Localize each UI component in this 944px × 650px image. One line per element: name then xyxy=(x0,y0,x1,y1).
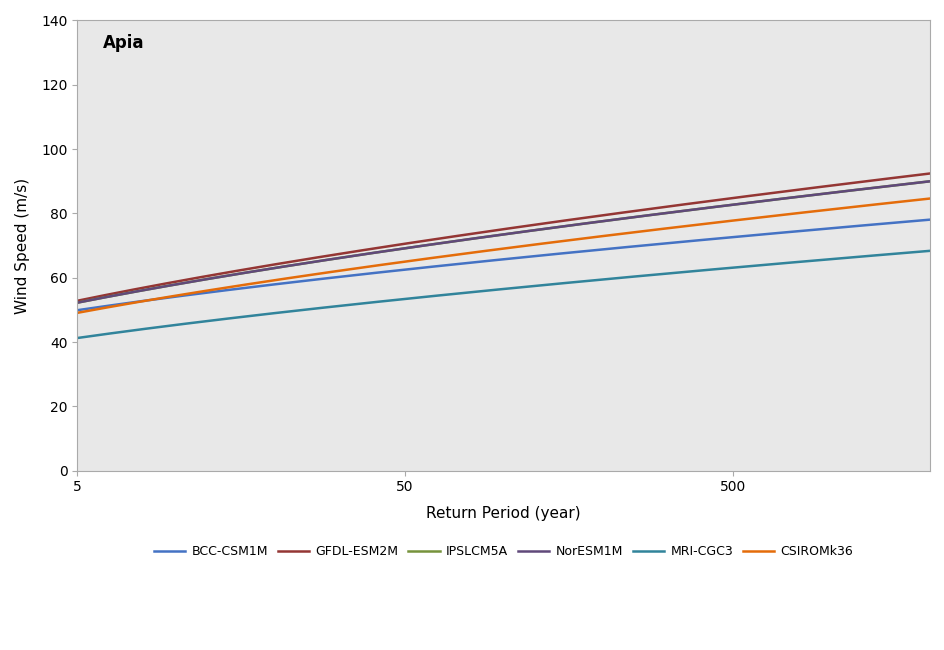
Line: NorESM1M: NorESM1M xyxy=(77,181,929,303)
NorESM1M xyxy=(481,233,493,240)
Line: MRI-CGC3: MRI-CGC3 xyxy=(77,251,929,338)
MRI-CGC3 xyxy=(481,287,493,294)
Line: GFDL-ESM2M: GFDL-ESM2M xyxy=(77,174,929,301)
IPSLCM5A xyxy=(579,220,590,228)
CSIROMk36 xyxy=(532,240,544,248)
IPSLCM5A xyxy=(769,196,781,203)
Line: IPSLCM5A: IPSLCM5A xyxy=(77,181,929,303)
NorESM1M xyxy=(769,196,781,203)
IPSLCM5A xyxy=(532,226,544,233)
BCC-CSM1M xyxy=(72,306,83,314)
MRI-CGC3 xyxy=(72,334,83,342)
NorESM1M xyxy=(902,180,914,188)
NorESM1M xyxy=(532,226,544,233)
CSIROMk36 xyxy=(902,197,914,205)
IPSLCM5A xyxy=(481,233,493,240)
GFDL-ESM2M xyxy=(481,227,493,235)
Line: CSIROMk36: CSIROMk36 xyxy=(77,198,929,313)
NorESM1M xyxy=(72,299,83,307)
Y-axis label: Wind Speed (m/s): Wind Speed (m/s) xyxy=(15,177,30,314)
CSIROMk36 xyxy=(923,194,935,202)
GFDL-ESM2M xyxy=(769,188,781,196)
BCC-CSM1M xyxy=(481,257,493,265)
MRI-CGC3 xyxy=(902,249,914,257)
CSIROMk36 xyxy=(579,235,590,242)
IPSLCM5A xyxy=(902,180,914,188)
CSIROMk36 xyxy=(481,247,493,255)
Line: BCC-CSM1M: BCC-CSM1M xyxy=(77,220,929,310)
GFDL-ESM2M xyxy=(902,172,914,180)
CSIROMk36 xyxy=(72,309,83,317)
BCC-CSM1M xyxy=(476,257,487,265)
MRI-CGC3 xyxy=(923,247,935,255)
BCC-CSM1M xyxy=(532,252,544,259)
BCC-CSM1M xyxy=(902,218,914,226)
CSIROMk36 xyxy=(769,212,781,220)
GFDL-ESM2M xyxy=(476,228,487,236)
GFDL-ESM2M xyxy=(532,220,544,228)
BCC-CSM1M xyxy=(579,247,590,255)
NorESM1M xyxy=(923,177,935,185)
IPSLCM5A xyxy=(923,177,935,185)
BCC-CSM1M xyxy=(769,229,781,237)
Legend: BCC-CSM1M, GFDL-ESM2M, IPSLCM5A, NorESM1M, MRI-CGC3, CSIROMk36: BCC-CSM1M, GFDL-ESM2M, IPSLCM5A, NorESM1… xyxy=(149,540,857,563)
GFDL-ESM2M xyxy=(72,297,83,305)
IPSLCM5A xyxy=(72,299,83,307)
MRI-CGC3 xyxy=(532,281,544,289)
IPSLCM5A xyxy=(476,233,487,241)
MRI-CGC3 xyxy=(769,260,781,268)
NorESM1M xyxy=(579,220,590,228)
Text: Apia: Apia xyxy=(103,34,144,52)
X-axis label: Return Period (year): Return Period (year) xyxy=(426,506,581,521)
MRI-CGC3 xyxy=(476,287,487,295)
MRI-CGC3 xyxy=(579,278,590,285)
NorESM1M xyxy=(476,233,487,241)
BCC-CSM1M xyxy=(923,216,935,224)
GFDL-ESM2M xyxy=(579,214,590,222)
GFDL-ESM2M xyxy=(923,170,935,177)
CSIROMk36 xyxy=(476,248,487,255)
